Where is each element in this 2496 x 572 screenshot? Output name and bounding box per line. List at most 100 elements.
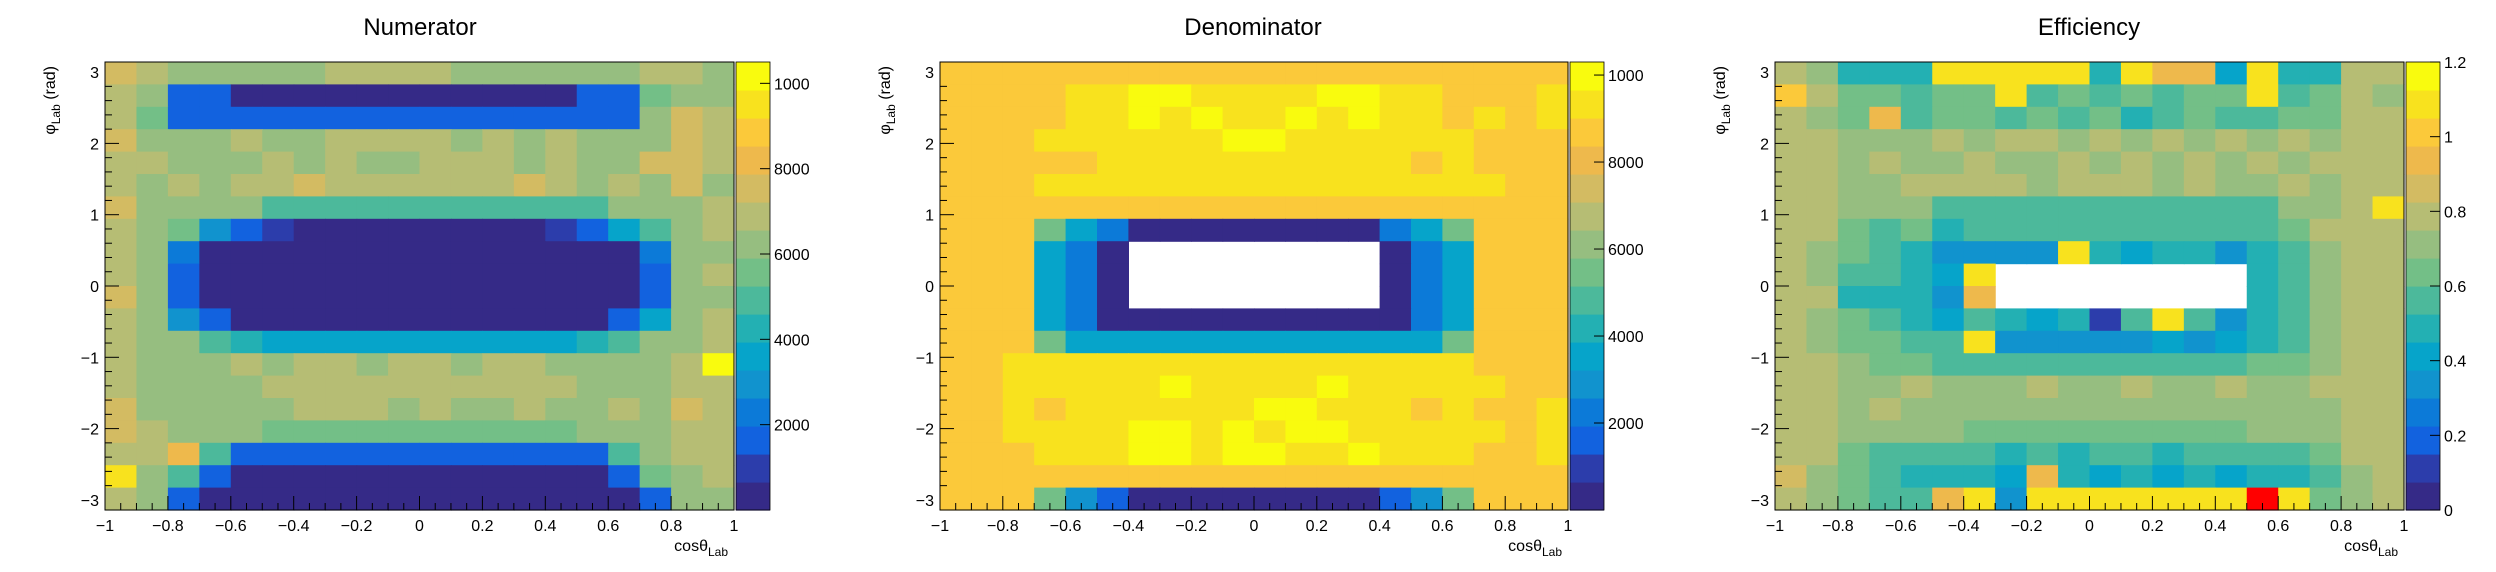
heatmap-cell xyxy=(2152,84,2185,108)
heatmap-cell xyxy=(167,174,200,197)
heatmap-cell xyxy=(2246,62,2279,85)
heatmap-cell xyxy=(2120,106,2153,130)
heatmap-cell xyxy=(1775,106,1808,130)
heatmap-cell xyxy=(136,151,169,175)
heatmap-cell xyxy=(940,106,972,130)
heatmap-cell xyxy=(940,375,972,399)
heatmap-cell xyxy=(2246,196,2279,220)
y-axis-label-group: φLab (rad) xyxy=(877,66,898,135)
heatmap-cell xyxy=(1932,106,1965,130)
heatmap-cell xyxy=(576,263,609,287)
heatmap-cell xyxy=(1963,263,1996,287)
heatmap-cell xyxy=(388,353,421,377)
heatmap-cell xyxy=(1128,151,1161,175)
heatmap-cell xyxy=(545,487,578,511)
heatmap-cell xyxy=(2278,286,2311,309)
heatmap-cell xyxy=(1254,129,1286,153)
heatmap-cell xyxy=(2215,174,2248,197)
heatmap-cell xyxy=(167,442,200,466)
heatmap-cell xyxy=(1473,487,1506,511)
heatmap-cell xyxy=(940,129,972,153)
heatmap-cell xyxy=(1505,129,1538,153)
heatmap-cell xyxy=(167,353,200,377)
heatmap-cell xyxy=(1442,218,1475,242)
x-tick-label: −0.8 xyxy=(987,518,1019,535)
heatmap-cell xyxy=(136,62,169,85)
heatmap-cell xyxy=(2183,465,2216,489)
heatmap-cell xyxy=(388,442,421,466)
heatmap-cell xyxy=(450,398,483,421)
x-tick-label: 0.8 xyxy=(1494,518,1516,535)
heatmap-cell xyxy=(2246,286,2279,309)
colorbar-band xyxy=(736,398,770,427)
heatmap-cell xyxy=(1505,353,1538,377)
heatmap-cell xyxy=(2183,196,2216,220)
heatmap-cell xyxy=(2120,353,2153,377)
heatmap-cell xyxy=(1473,174,1506,197)
heatmap-cell xyxy=(1191,106,1224,130)
heatmap-cell xyxy=(1034,62,1067,85)
heatmap-cell xyxy=(1536,106,1569,130)
heatmap-cell xyxy=(482,330,515,354)
heatmap-cell xyxy=(2341,106,2374,130)
heatmap-cell xyxy=(1442,442,1475,466)
heatmap-cell xyxy=(482,263,515,287)
heatmap-cell xyxy=(1775,465,1808,489)
heatmap-cell xyxy=(136,84,169,108)
heatmap-cell xyxy=(608,174,641,197)
heatmap-cell xyxy=(2278,263,2311,287)
heatmap-cell xyxy=(2120,375,2153,399)
heatmap-cell xyxy=(199,330,232,354)
heatmap-cell xyxy=(1442,174,1475,197)
heatmap-cell xyxy=(1806,442,1839,466)
heatmap-cell xyxy=(167,129,200,153)
x-tick-label: −0.2 xyxy=(2011,518,2043,535)
heatmap-cell xyxy=(2058,487,2091,511)
heatmap-cell xyxy=(1536,263,1569,287)
heatmap-cell xyxy=(230,151,263,175)
heatmap-cell xyxy=(576,442,609,466)
heatmap-cell xyxy=(971,398,1004,421)
heatmap-cell xyxy=(262,196,295,220)
heatmap-cell xyxy=(2026,330,2059,354)
heatmap-cell xyxy=(1900,263,1933,287)
heatmap-cell xyxy=(1869,151,1902,175)
heatmap-cell xyxy=(1222,308,1255,332)
heatmap-cell xyxy=(1505,218,1538,242)
heatmap-cell xyxy=(388,174,421,197)
heatmap-cell xyxy=(2089,353,2122,377)
chart-title: Denominator xyxy=(1184,14,1321,41)
heatmap-cell xyxy=(2309,263,2342,287)
heatmap-cell xyxy=(2372,151,2405,175)
heatmap-cell xyxy=(1837,263,1870,287)
heatmap-cell xyxy=(2215,218,2248,242)
heatmap-cell xyxy=(199,151,232,175)
heatmap-cell xyxy=(1065,330,1098,354)
heatmap-cell xyxy=(2183,241,2216,265)
heatmap-cell xyxy=(2183,420,2216,444)
heatmap-cell xyxy=(2152,375,2185,399)
heatmap-cell xyxy=(230,218,263,242)
heatmap-cell xyxy=(262,442,295,466)
heatmap-cell xyxy=(293,106,326,130)
heatmap-cell xyxy=(2341,62,2374,85)
heatmap-cell xyxy=(325,330,358,354)
heatmap-cell xyxy=(1775,263,1808,287)
heatmap-cell xyxy=(356,398,389,421)
heatmap-cell xyxy=(1775,487,1808,511)
heatmap-cell xyxy=(971,196,1004,220)
heatmap-cell xyxy=(2152,151,2185,175)
heatmap-cell xyxy=(1285,330,1318,354)
heatmap-cell xyxy=(293,353,326,377)
heatmap-cell xyxy=(1191,151,1224,175)
heatmap-cell xyxy=(450,129,483,153)
heatmap-cell xyxy=(1034,106,1067,130)
heatmap-cell xyxy=(1442,151,1475,175)
heatmap-cell xyxy=(702,398,735,421)
y-tick-label: 1 xyxy=(90,208,99,225)
heatmap-cell xyxy=(1806,129,1839,153)
heatmap-cell xyxy=(1097,353,1129,377)
heatmap-cell xyxy=(2215,398,2248,421)
heatmap-cell xyxy=(2215,353,2248,377)
heatmap-cell xyxy=(545,174,578,197)
